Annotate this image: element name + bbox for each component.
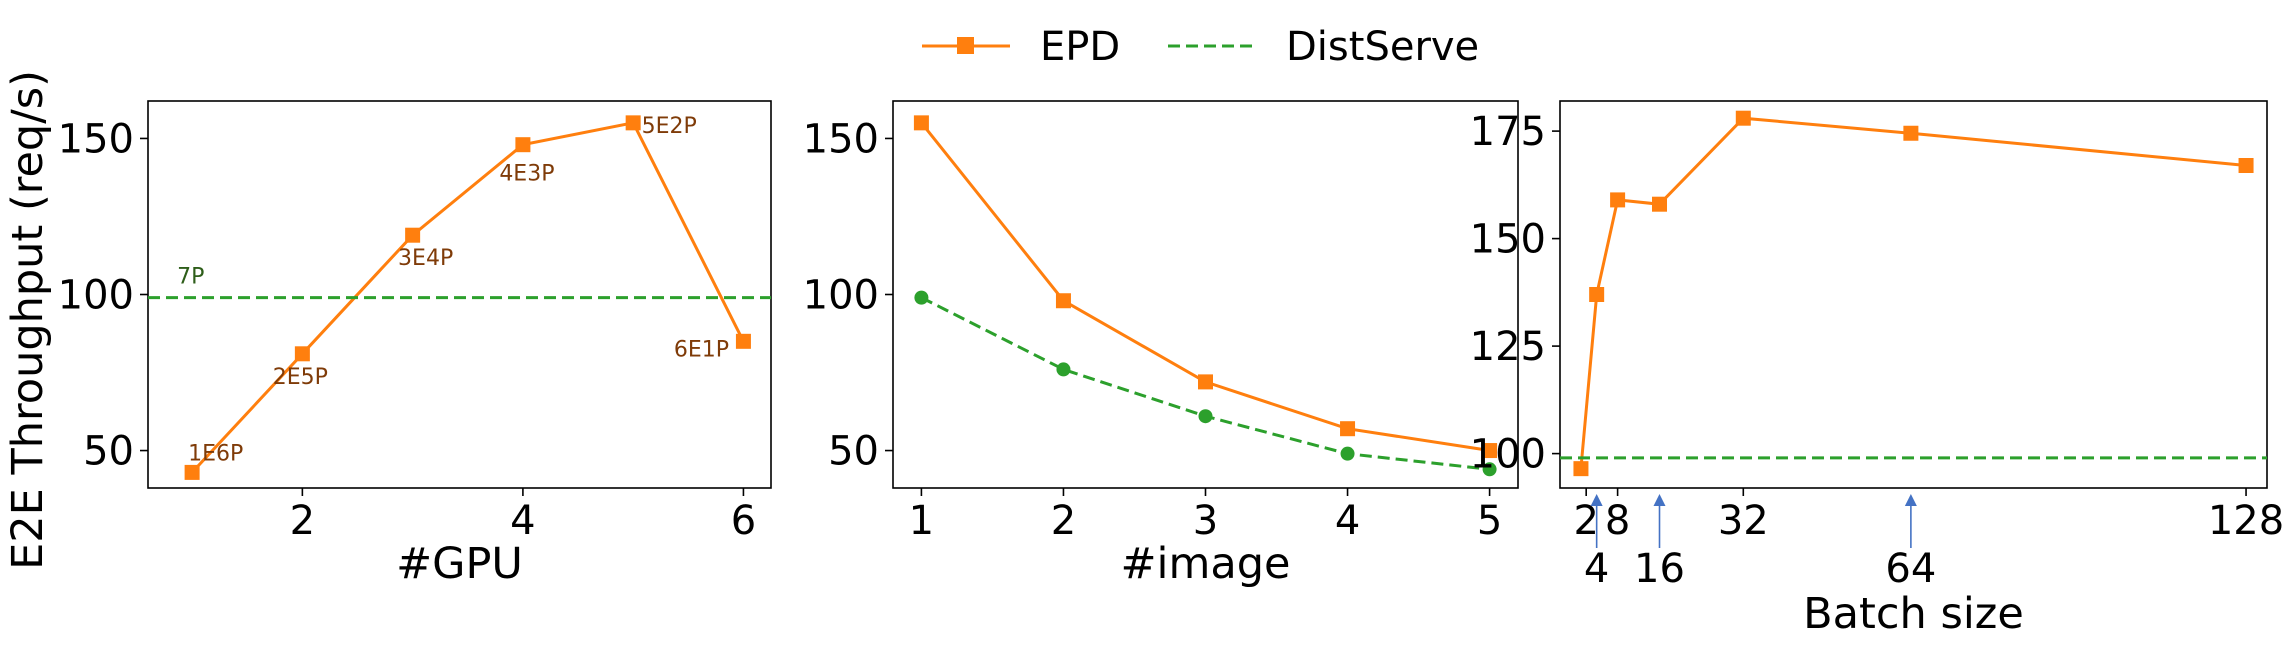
epd-point [1198, 374, 1213, 390]
distserve-point [1482, 462, 1497, 477]
batch-arrow-head [1653, 494, 1666, 506]
batch-arrow-label: 64 [1885, 546, 1936, 592]
plot-frame [147, 100, 772, 489]
epd-series-line [191, 121, 745, 474]
x-axis-label: Batch size [1803, 589, 2024, 639]
config-annotation: 7P [177, 265, 204, 290]
epd-point [294, 346, 310, 362]
y-tick-label: 150 [1470, 217, 1546, 263]
y-tick-label: 175 [1470, 109, 1546, 155]
epd-point [735, 333, 751, 349]
x-tick-label: 1 [909, 498, 934, 544]
epd-point [1055, 293, 1071, 309]
y-tick-label: 100 [803, 273, 879, 319]
config-annotation: 1E6P [188, 441, 243, 466]
y-axis-label: E2E Throughput (req/s) [3, 70, 53, 570]
epd-point [625, 115, 641, 131]
epd-point [1735, 110, 1751, 126]
epd-series-line [1579, 116, 2247, 469]
x-tick-label: 4 [510, 498, 535, 544]
config-annotation: 6E1P [674, 337, 729, 362]
legend-epd-marker [957, 37, 974, 54]
config-annotation: 2E5P [273, 365, 328, 390]
y-tick-label: 150 [58, 116, 134, 162]
epd-series-line [920, 121, 1490, 452]
batch-arrow-label: 4 [1584, 546, 1609, 592]
y-tick-label: 150 [803, 116, 879, 162]
distserve-point [914, 290, 929, 305]
batch-arrow-head [1590, 494, 1603, 506]
panel-gpu: 50 100 150 2 4 6 #GPU 1E6P 2E5P 3E4P 4E3P 5E2P 6E1P 7… [58, 100, 772, 589]
legend-epd-label: EPD [1040, 24, 1120, 70]
y-tick-label: 100 [1470, 432, 1546, 478]
x-axis-label: #GPU [396, 539, 523, 589]
epd-point [1589, 287, 1605, 302]
x-tick-label: 5 [1477, 498, 1502, 544]
y-tick-label: 100 [58, 273, 134, 319]
x-axis-label: #image [1121, 539, 1291, 589]
batch-arrow-head [1904, 494, 1917, 506]
epd-point [1573, 461, 1589, 477]
plot-frame [892, 100, 1519, 489]
batch-arrow-label: 16 [1634, 546, 1685, 592]
x-tick-label: 32 [1718, 498, 1769, 544]
x-tick-label: 4 [1335, 498, 1360, 544]
config-annotation: 5E2P [642, 114, 697, 139]
y-tick-label: 50 [83, 429, 134, 475]
epd-point [2238, 158, 2254, 173]
epd-point [405, 227, 421, 243]
plot-frame [1559, 100, 2268, 489]
y-tick-label: 50 [828, 429, 879, 475]
epd-point [515, 137, 531, 153]
config-annotation: 4E3P [499, 162, 554, 187]
x-tick-label: 6 [731, 498, 756, 544]
x-tick-label: 3 [1193, 498, 1218, 544]
epd-point [184, 464, 200, 480]
epd-point [1610, 192, 1626, 208]
x-tick-label: 2 [290, 498, 315, 544]
legend: EPD DistServe [922, 24, 1479, 70]
epd-point [1903, 125, 1919, 141]
legend-distserve-label: DistServe [1286, 24, 1479, 70]
x-tick-label: 128 [2208, 498, 2282, 544]
epd-point [913, 115, 929, 131]
epd-point [1482, 443, 1498, 459]
epd-point [1652, 196, 1668, 212]
distserve-point [1056, 362, 1071, 377]
config-annotation: 3E4P [398, 246, 453, 271]
x-tick-label: 8 [1605, 498, 1630, 544]
distserve-point [1198, 409, 1213, 424]
x-tick-label: 2 [1051, 498, 1076, 544]
distserve-point [1340, 446, 1355, 461]
y-tick-label: 125 [1470, 324, 1546, 370]
epd-point [1340, 421, 1356, 437]
panel-image: 50 100 150 1 2 3 4 5 #image [803, 100, 1519, 589]
